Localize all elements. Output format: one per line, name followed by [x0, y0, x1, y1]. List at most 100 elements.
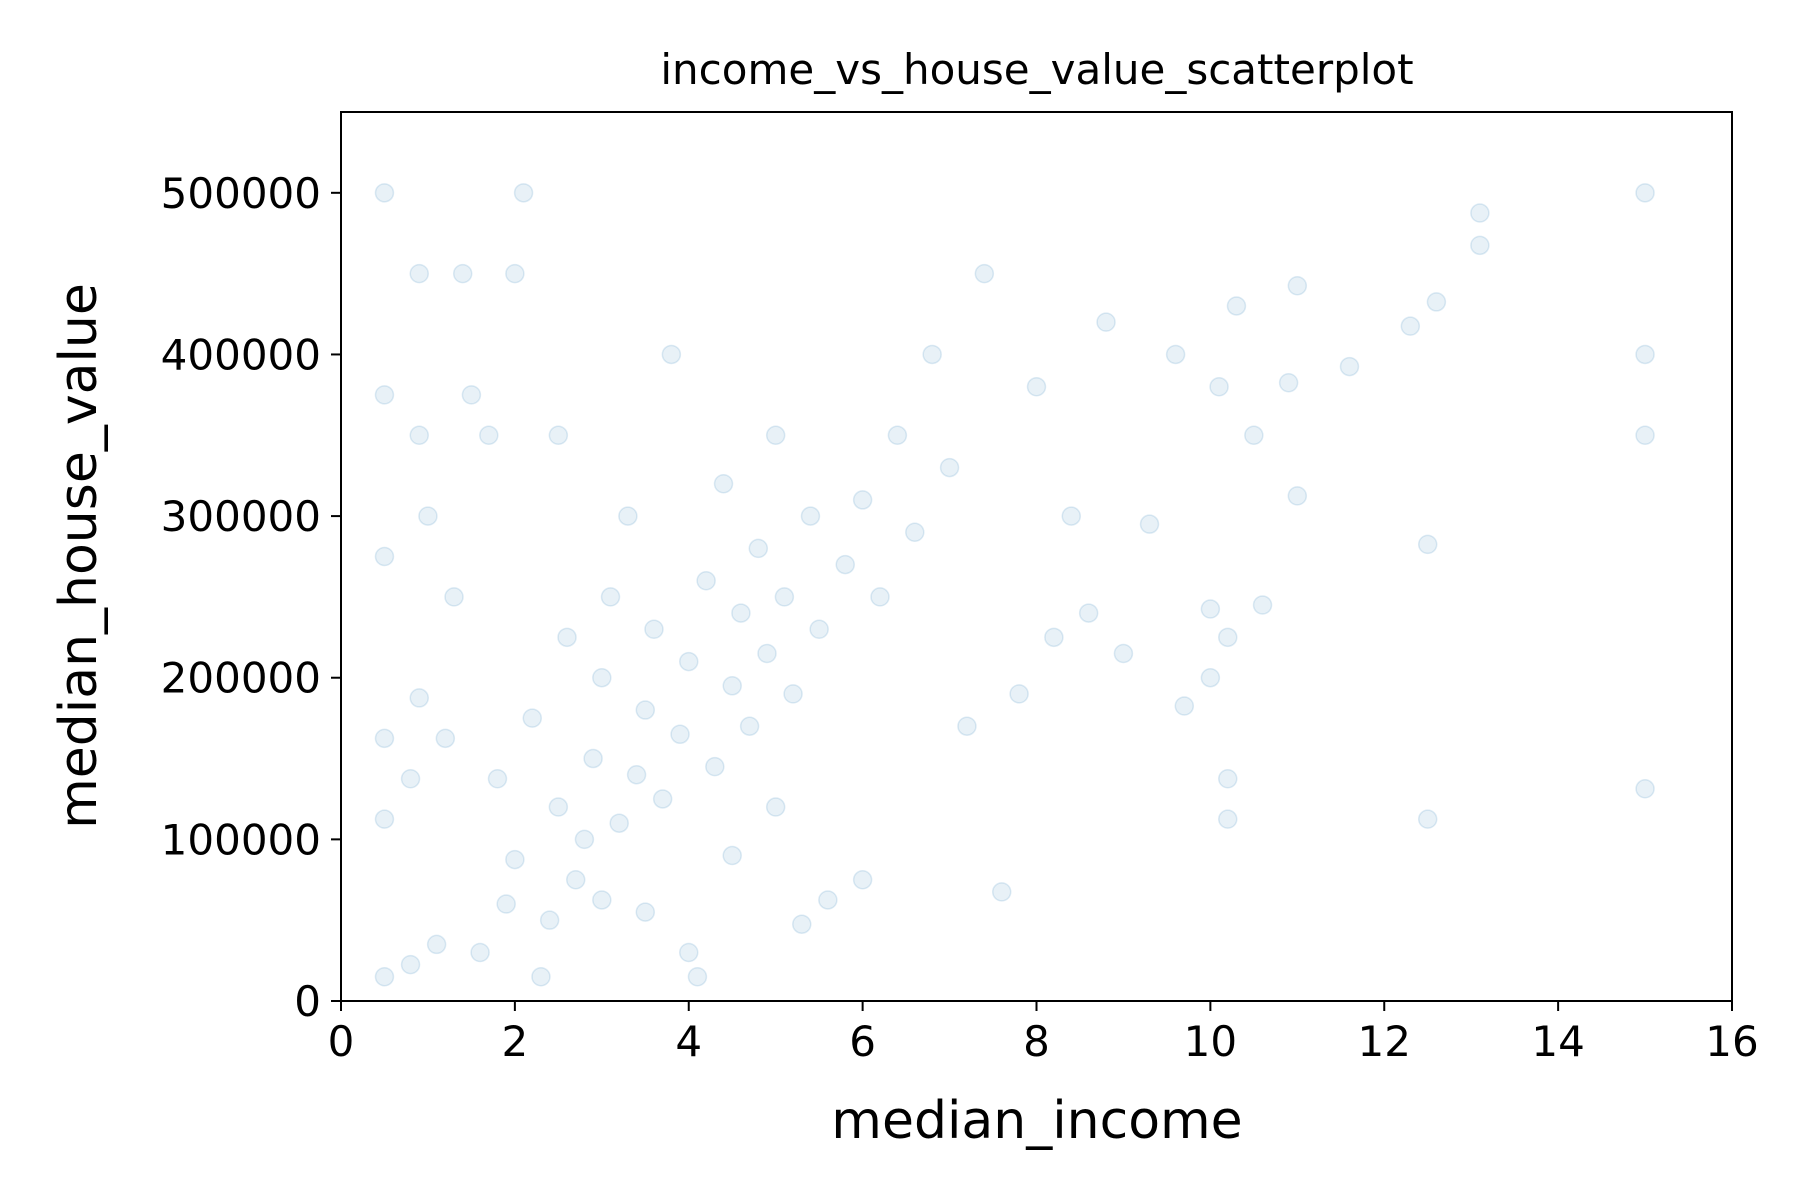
x-tick-label: 10	[1184, 1017, 1237, 1066]
y-axis-label: median_house_value	[49, 283, 109, 829]
x-tick-label: 4	[675, 1017, 702, 1066]
data-point	[870, 587, 890, 607]
data-point	[426, 934, 447, 955]
x-tick-label: 14	[1531, 1017, 1584, 1066]
data-point	[1009, 684, 1029, 704]
data-point	[1218, 769, 1238, 789]
data-point	[1278, 372, 1299, 393]
data-point	[600, 587, 621, 607]
data-point	[409, 688, 429, 708]
x-tick-label: 0	[328, 1017, 355, 1066]
data-point	[1470, 203, 1490, 223]
data-point	[565, 870, 586, 890]
data-point	[1400, 316, 1421, 336]
data-point	[374, 967, 395, 987]
data-point	[1417, 534, 1438, 555]
data-point	[1061, 506, 1082, 526]
data-point	[1078, 603, 1099, 623]
data-point	[1174, 696, 1195, 716]
y-axis-ticks: 0 100000 200000 300000 400000 500000	[161, 169, 341, 1026]
data-point	[1026, 377, 1047, 397]
data-point	[531, 967, 551, 987]
y-tick-label: 500000	[161, 169, 321, 218]
data-point	[418, 506, 438, 526]
data-point	[713, 474, 734, 494]
data-point	[757, 643, 777, 664]
data-point	[1096, 312, 1116, 332]
data-point	[679, 651, 699, 672]
data-point	[1470, 235, 1490, 256]
data-point	[792, 914, 812, 934]
data-point	[400, 769, 421, 789]
data-point	[574, 829, 595, 850]
data-point	[974, 263, 995, 284]
data-point	[887, 425, 908, 446]
data-point	[452, 263, 473, 284]
data-point	[635, 902, 656, 922]
data-point	[957, 716, 977, 736]
data-point	[939, 457, 960, 478]
data-point	[583, 748, 603, 769]
data-point	[922, 344, 942, 365]
data-point	[435, 728, 456, 749]
data-point	[374, 809, 395, 829]
y-tick-label: 100000	[161, 815, 321, 864]
data-point	[618, 506, 638, 526]
data-point	[800, 506, 821, 526]
data-point	[374, 183, 395, 203]
data-point	[644, 619, 664, 639]
data-point	[818, 890, 838, 910]
data-point	[765, 797, 786, 817]
data-point	[1426, 292, 1447, 312]
data-point	[513, 183, 534, 203]
data-point	[1218, 809, 1238, 829]
data-point	[522, 708, 543, 728]
data-point	[705, 756, 725, 777]
data-point	[1218, 627, 1238, 648]
plot-frame	[340, 111, 1733, 1002]
y-tick-label: 300000	[161, 492, 321, 541]
data-point	[661, 344, 682, 365]
data-point	[374, 728, 395, 749]
data-point	[852, 870, 873, 890]
data-point	[1252, 595, 1273, 615]
data-point	[374, 385, 395, 405]
data-point	[679, 942, 699, 963]
data-point	[400, 954, 421, 975]
data-point	[774, 587, 795, 607]
x-tick-label: 6	[849, 1017, 876, 1066]
data-point	[852, 490, 873, 510]
data-point	[461, 385, 482, 405]
data-point	[1139, 514, 1160, 534]
x-tick-label: 12	[1358, 1017, 1411, 1066]
data-point	[722, 676, 742, 696]
data-point	[1635, 779, 1655, 799]
x-axis-ticks: 0 2 4 6 8 10 12 14 16	[328, 1001, 1759, 1066]
data-point	[652, 789, 673, 809]
data-point	[1209, 377, 1229, 397]
x-tick-label: 8	[1023, 1017, 1050, 1066]
data-point	[809, 619, 829, 639]
data-point	[1200, 599, 1221, 619]
x-tick-label: 2	[502, 1017, 529, 1066]
x-axis-label: median_income	[831, 1091, 1242, 1151]
data-point	[635, 700, 656, 720]
data-point	[1044, 627, 1064, 648]
data-point	[496, 894, 516, 914]
data-point	[1635, 344, 1655, 365]
data-point	[470, 942, 490, 963]
data-point	[765, 425, 786, 446]
data-point	[374, 546, 395, 567]
y-tick-label: 200000	[161, 654, 321, 703]
data-point	[505, 849, 525, 870]
data-point	[548, 425, 569, 446]
data-point	[1113, 643, 1134, 664]
data-point	[592, 890, 612, 910]
data-points	[374, 183, 1655, 987]
data-point	[479, 425, 499, 446]
data-point	[748, 538, 769, 559]
data-point	[1226, 296, 1247, 316]
data-point	[991, 882, 1012, 902]
data-point	[557, 627, 577, 648]
